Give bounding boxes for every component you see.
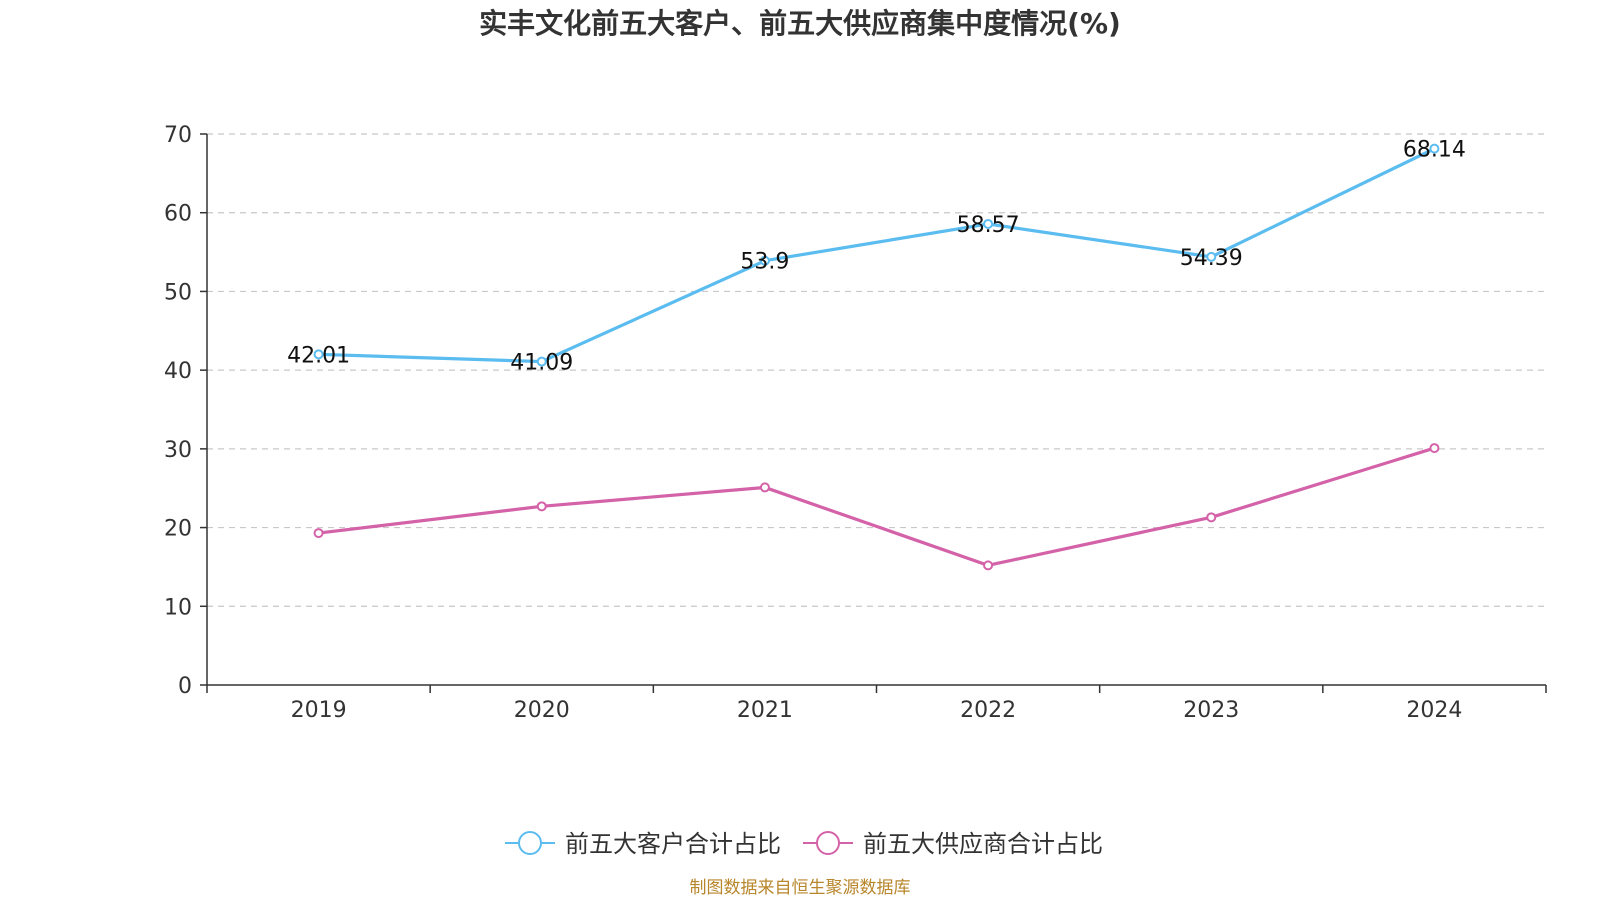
- data-label: 68.14: [1403, 138, 1466, 163]
- x-tick-label: 2019: [291, 698, 347, 723]
- source-note: 制图数据来自恒生聚源数据库: [690, 878, 911, 898]
- series-layer: 42.01 41.09 53.9 58.57 54.39 68.14: [287, 138, 1466, 571]
- data-point: [536, 356, 547, 367]
- legend-item-0[interactable]: 前五大客户合计占比: [505, 830, 781, 858]
- y-tick-label: 0: [178, 674, 192, 699]
- data-label: 53.9: [740, 250, 789, 275]
- legend-item-1[interactable]: 前五大供应商合计占比: [803, 830, 1103, 858]
- data-point: [1206, 251, 1217, 262]
- data-point: [536, 501, 547, 512]
- legend-label: 前五大客户合计占比: [565, 830, 781, 858]
- data-point: [759, 255, 770, 266]
- chart-title: 实丰文化前五大客户、前五大供应商集中度情况(%): [479, 7, 1121, 40]
- data-point: [1429, 443, 1440, 454]
- data-label: 41.09: [510, 351, 573, 376]
- x-tick-label: 2023: [1183, 698, 1239, 723]
- y-tick-label: 20: [164, 517, 192, 542]
- axes: 0 10 20 30 40 50 60 70 2019 2020 2021 2022 2023 2024: [164, 123, 1547, 723]
- data-point: [983, 560, 994, 571]
- data-point: [983, 218, 994, 229]
- legend[interactable]: 前五大客户合计占比 前五大供应商合计占比: [505, 830, 1103, 858]
- y-tick-label: 50: [164, 280, 192, 305]
- y-tick-label: 60: [164, 202, 192, 227]
- x-tick-label: 2020: [514, 698, 570, 723]
- y-tick-label: 30: [164, 438, 192, 463]
- legend-label: 前五大供应商合计占比: [863, 830, 1103, 858]
- series-line-1: [318, 446, 1435, 567]
- data-point: [313, 349, 324, 360]
- data-label: 42.01: [287, 343, 350, 368]
- data-label: 58.57: [957, 213, 1020, 238]
- data-point: [1429, 143, 1440, 154]
- legend-swatch-marker: [518, 831, 542, 855]
- x-tick-label: 2024: [1406, 698, 1462, 723]
- gridlines: [207, 133, 1546, 607]
- data-point: [759, 482, 770, 493]
- series-line-0: [318, 147, 1436, 364]
- y-tick-label: 10: [164, 595, 192, 620]
- y-tick-label: 70: [164, 123, 192, 148]
- series-1: [313, 443, 1440, 571]
- x-tick-label: 2022: [960, 698, 1016, 723]
- x-tick-label: 2021: [737, 698, 793, 723]
- series-0: 42.01 41.09 53.9 58.57 54.39 68.14: [287, 138, 1466, 376]
- y-tick-label: 40: [164, 359, 192, 384]
- data-label: 54.39: [1180, 246, 1243, 271]
- data-point: [1206, 512, 1217, 523]
- legend-swatch-marker: [816, 831, 840, 855]
- data-point: [313, 528, 324, 539]
